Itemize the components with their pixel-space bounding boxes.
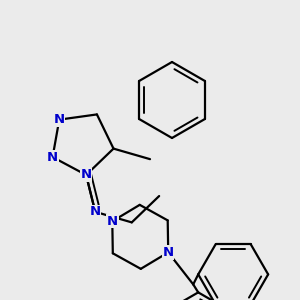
Text: N: N — [163, 246, 174, 259]
Text: N: N — [107, 215, 118, 228]
Text: N: N — [90, 205, 101, 218]
Text: N: N — [81, 169, 92, 182]
Text: N: N — [54, 113, 65, 126]
Text: N: N — [47, 151, 58, 164]
